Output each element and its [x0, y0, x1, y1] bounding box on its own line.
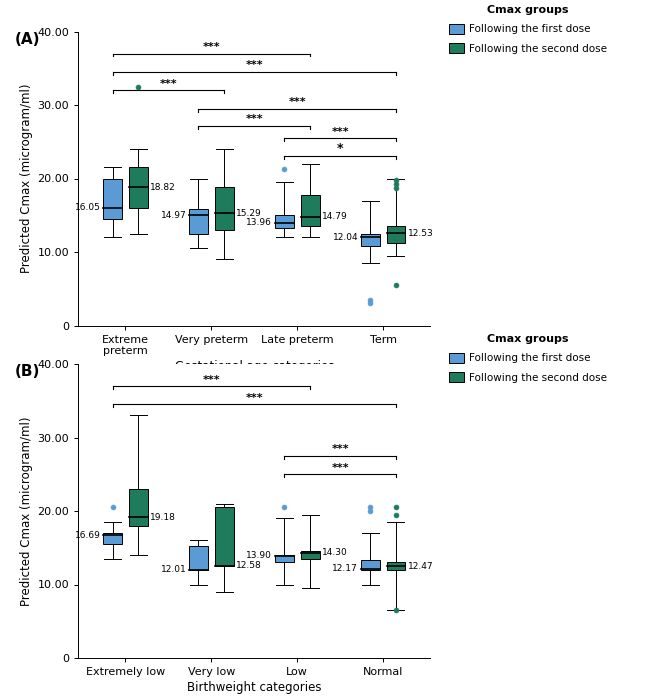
- X-axis label: Gestational age categories: Gestational age categories: [175, 360, 334, 373]
- Text: 12.53: 12.53: [408, 229, 434, 238]
- Text: *: *: [337, 142, 344, 155]
- Text: 19.18: 19.18: [151, 512, 176, 522]
- Text: 15.29: 15.29: [236, 209, 262, 218]
- Text: (B): (B): [15, 364, 40, 379]
- Text: (A): (A): [15, 32, 40, 46]
- Text: 12.01: 12.01: [160, 565, 186, 574]
- Bar: [189, 546, 208, 570]
- Bar: [215, 188, 233, 230]
- Text: ***: ***: [245, 60, 263, 71]
- Bar: [361, 560, 379, 570]
- Text: ***: ***: [288, 97, 306, 107]
- Bar: [129, 167, 148, 208]
- Y-axis label: Predicted Cmax (microgram/ml): Predicted Cmax (microgram/ml): [20, 416, 33, 606]
- Bar: [361, 234, 379, 246]
- X-axis label: Birthweight categories: Birthweight categories: [187, 681, 321, 694]
- Bar: [129, 489, 148, 526]
- Y-axis label: Predicted Cmax (microgram/ml): Predicted Cmax (microgram/ml): [20, 84, 33, 273]
- Text: 12.04: 12.04: [333, 232, 358, 241]
- Text: ***: ***: [203, 42, 220, 52]
- Text: ***: ***: [331, 127, 349, 136]
- Legend: Following the first dose, Following the second dose: Following the first dose, Following the …: [449, 334, 608, 383]
- Bar: [103, 178, 122, 219]
- Text: 14.79: 14.79: [322, 212, 348, 221]
- Text: ***: ***: [245, 114, 263, 124]
- Bar: [387, 226, 406, 243]
- Bar: [103, 533, 122, 544]
- Bar: [301, 552, 319, 559]
- Bar: [189, 209, 208, 234]
- Text: ***: ***: [331, 463, 349, 473]
- Text: 13.90: 13.90: [246, 552, 273, 560]
- Bar: [215, 508, 233, 566]
- Legend: Following the first dose, Following the second dose: Following the first dose, Following the …: [449, 5, 608, 54]
- Bar: [387, 563, 406, 570]
- Text: 12.58: 12.58: [236, 561, 262, 570]
- Bar: [301, 195, 319, 226]
- Text: 12.17: 12.17: [333, 564, 358, 573]
- Text: 16.69: 16.69: [75, 531, 100, 540]
- Text: 16.05: 16.05: [75, 203, 100, 212]
- Text: 18.82: 18.82: [151, 183, 176, 192]
- Bar: [275, 216, 294, 228]
- Text: ***: ***: [245, 393, 263, 403]
- Text: 12.47: 12.47: [408, 562, 434, 570]
- Text: ***: ***: [331, 444, 349, 454]
- Bar: [275, 555, 294, 563]
- Text: 13.96: 13.96: [246, 218, 273, 228]
- Text: ***: ***: [160, 79, 177, 89]
- Text: 14.97: 14.97: [160, 211, 186, 220]
- Text: ***: ***: [203, 374, 220, 384]
- Text: 14.30: 14.30: [322, 548, 348, 557]
